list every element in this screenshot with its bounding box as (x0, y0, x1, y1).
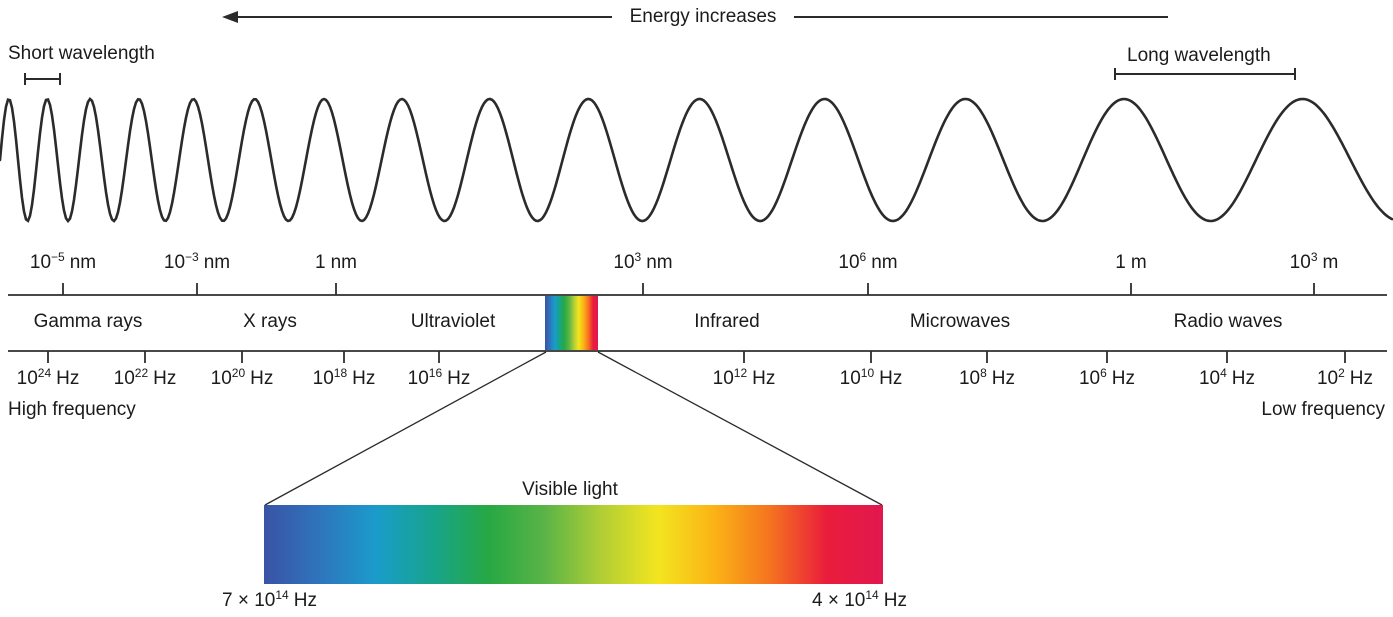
band-label-ultraviolet: Ultraviolet (410, 311, 496, 332)
frequency-tick-label-8: 106 Hz (1078, 366, 1136, 389)
arrow-left-icon (222, 11, 238, 23)
low-frequency-label: Low frequency (1261, 399, 1385, 420)
band-label-microwaves: Microwaves (909, 311, 1011, 332)
high-frequency-label: High frequency (8, 399, 136, 420)
frequency-tick-label-7: 108 Hz (958, 366, 1016, 389)
arrow-line-right (794, 16, 1169, 18)
wavelength-tick-label-6: 103 m (1289, 250, 1339, 273)
visible-light-strip (545, 296, 598, 350)
frequency-tick-label-4: 1016 Hz (407, 366, 471, 389)
band-label-infrared: Infrared (694, 311, 760, 332)
visible-light-left-frequency: 7 × 1014 Hz (222, 588, 317, 611)
visible-light-label: Visible light (522, 479, 618, 500)
long-wavelength-label: Long wavelength (1127, 45, 1271, 66)
frequency-tick-label-10: 102 Hz (1316, 366, 1374, 389)
wavelength-tick-label-0: 10−5 nm (29, 250, 97, 273)
frequency-tick-label-5: 1012 Hz (712, 366, 776, 389)
visible-light-gradient-bar (264, 505, 883, 584)
wavelength-tick-label-4: 106 nm (838, 250, 898, 273)
frequency-tick-label-6: 1010 Hz (839, 366, 903, 389)
frequency-tick-label-3: 1018 Hz (312, 366, 376, 389)
wave (0, 97, 1393, 224)
band-label-radio-waves: Radio waves (1173, 311, 1283, 332)
energy-arrow: Energy increases (222, 6, 1169, 28)
frequency-tick-label-0: 1024 Hz (16, 366, 80, 389)
frequency-tick-label-1: 1022 Hz (113, 366, 177, 389)
wavelength-tick-label-1: 10−3 nm (163, 250, 231, 273)
band-label-gamma-rays: Gamma rays (33, 311, 143, 332)
wavelength-tick-label-2: 1 nm (315, 252, 357, 273)
frequency-tick-label-2: 1020 Hz (210, 366, 274, 389)
short-wavelength-bracket (24, 73, 61, 85)
visible-light-right-frequency: 4 × 1014 Hz (812, 588, 907, 611)
band-label-x-rays: X rays (243, 311, 297, 332)
arrow-line-left (238, 16, 612, 18)
energy-increases-label: Energy increases (629, 6, 777, 27)
wave-path (0, 97, 1393, 224)
long-wavelength-bracket (1114, 68, 1296, 80)
short-wavelength-label: Short wavelength (8, 43, 155, 64)
wavelength-tick-label-3: 103 nm (613, 250, 673, 273)
frequency-tick-label-9: 104 Hz (1198, 366, 1256, 389)
